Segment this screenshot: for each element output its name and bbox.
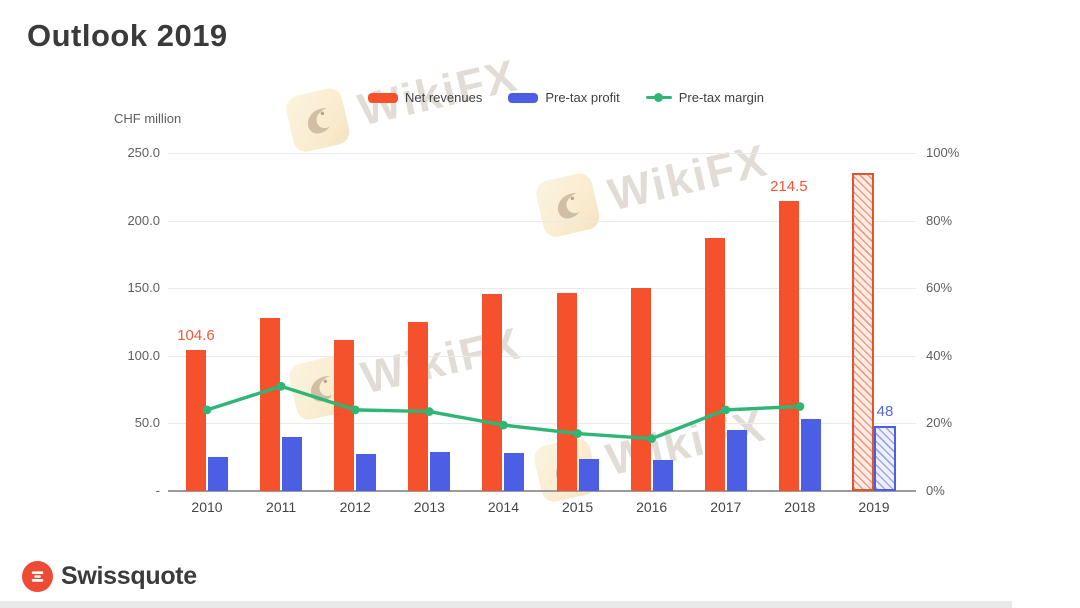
bar-pre-tax-profit-2016 (652, 459, 673, 491)
bar-net-revenues-2013 (408, 322, 429, 491)
data-label-pre-tax-profit-2019: 48 (876, 403, 894, 421)
wikifx-eagle-icon (533, 170, 602, 240)
bar-net-revenues-2016 (630, 288, 651, 491)
pre-tax-margin-point-2016 (647, 434, 657, 444)
x-tick-2013: 2013 (413, 499, 445, 515)
swissquote-logo: Swissquote (22, 561, 197, 592)
bar-net-revenues-2012 (334, 339, 355, 491)
bar-net-revenues-2010 (186, 349, 206, 491)
gridline-250.0 (168, 153, 916, 154)
bar-net-revenues-2015 (556, 292, 577, 491)
legend-item-pre-tax-margin: Pre-tax margin (645, 90, 764, 105)
bar-pre-tax-profit-2011 (282, 436, 303, 491)
pre-tax-margin-point-2011 (276, 381, 286, 391)
bar-pre-tax-profit-2019 (873, 426, 896, 491)
pre-tax-margin-point-2013 (424, 407, 434, 416)
x-tick-2011: 2011 (266, 499, 297, 515)
wikifx-watermark: WikiFX (286, 314, 526, 423)
left-axis-unit-label: CHF million (114, 111, 182, 126)
pre-tax-margin-point-2010 (202, 405, 212, 415)
legend-label-pre-tax-profit: Pre-tax profit (545, 90, 620, 105)
gridline-200.0 (168, 220, 916, 222)
legend-line-marker-icon (645, 93, 672, 102)
y-tick-right-20-: 20% (926, 415, 953, 431)
bar-pre-tax-profit-2012 (356, 454, 377, 491)
x-tick-2019: 2019 (858, 499, 890, 515)
bar-net-revenues-2011 (260, 317, 281, 491)
y-tick-right-80-: 80% (926, 212, 953, 228)
x-tick-2012: 2012 (339, 499, 371, 515)
x-tick-2017: 2017 (710, 499, 742, 515)
pre-tax-margin-point-2015 (573, 429, 582, 438)
y-tick-left-150-0: 150.0 (127, 280, 160, 296)
x-axis-baseline (168, 490, 916, 492)
wikifx-eagle-icon (283, 85, 352, 155)
x-tick-2018: 2018 (784, 499, 816, 515)
y-tick-left--: - (155, 483, 160, 498)
swissquote-logo-text: Swissquote (61, 562, 197, 590)
y-tick-left-100-0: 100.0 (127, 347, 160, 363)
wikifx-eagle-icon (286, 353, 355, 423)
bar-net-revenues-2019 (851, 173, 874, 491)
bar-pre-tax-profit-2018 (800, 419, 821, 491)
legend-line-dot-icon (653, 93, 663, 102)
wikifx-watermark: WikiFX (533, 131, 773, 240)
chart-legend: Net revenues Pre-tax profit Pre-tax marg… (368, 90, 764, 105)
legend-item-pre-tax-profit: Pre-tax profit (508, 90, 620, 105)
y-tick-right-40-: 40% (926, 347, 953, 363)
bar-pre-tax-profit-2015 (578, 458, 599, 491)
data-label-net-revenues-2018: 214.5 (770, 177, 808, 195)
pre-tax-margin-point-2018 (795, 402, 805, 411)
gridline-150.0 (168, 288, 916, 290)
pre-tax-margin-point-2014 (499, 420, 508, 430)
legend-label-pre-tax-margin: Pre-tax margin (678, 90, 764, 105)
bar-pre-tax-profit-2013 (430, 451, 451, 491)
gridline-100.0 (168, 355, 916, 357)
x-tick-2010: 2010 (191, 499, 223, 515)
legend-swatch-net-revenues (368, 92, 398, 103)
pre-tax-margin-point-2017 (721, 405, 731, 415)
bar-pre-tax-profit-2017 (726, 430, 747, 491)
y-tick-left-200-0: 200.0 (127, 212, 160, 228)
y-tick-right-60-: 60% (926, 280, 953, 296)
wikifx-watermark: WikiFX (283, 46, 523, 155)
pre-tax-margin-point-2012 (350, 405, 360, 415)
x-tick-2014: 2014 (487, 499, 520, 515)
legend-label-net-revenues: Net revenues (405, 90, 483, 105)
bar-net-revenues-2014 (482, 294, 503, 491)
y-tick-right-100-: 100% (926, 145, 960, 160)
bar-net-revenues-2017 (704, 237, 725, 491)
data-label-net-revenues-2010: 104.6 (177, 326, 215, 344)
x-tick-2016: 2016 (636, 499, 668, 515)
legend-swatch-pre-tax-profit (508, 92, 539, 103)
bar-pre-tax-profit-2010 (208, 457, 228, 491)
y-tick-right-0-: 0% (926, 483, 945, 498)
x-tick-2015: 2015 (561, 499, 594, 515)
swissquote-logo-icon (22, 561, 53, 592)
y-tick-left-50-0: 50.0 (134, 415, 160, 431)
y-tick-left-250-0: 250.0 (127, 145, 160, 160)
bar-pre-tax-profit-2014 (504, 453, 525, 491)
page-title: Outlook 2019 (27, 18, 228, 53)
bar-net-revenues-2018 (778, 200, 799, 491)
legend-item-net-revenues: Net revenues (368, 90, 482, 105)
bottom-edge-strip (0, 601, 1012, 608)
gridline-50.0 (168, 423, 916, 425)
